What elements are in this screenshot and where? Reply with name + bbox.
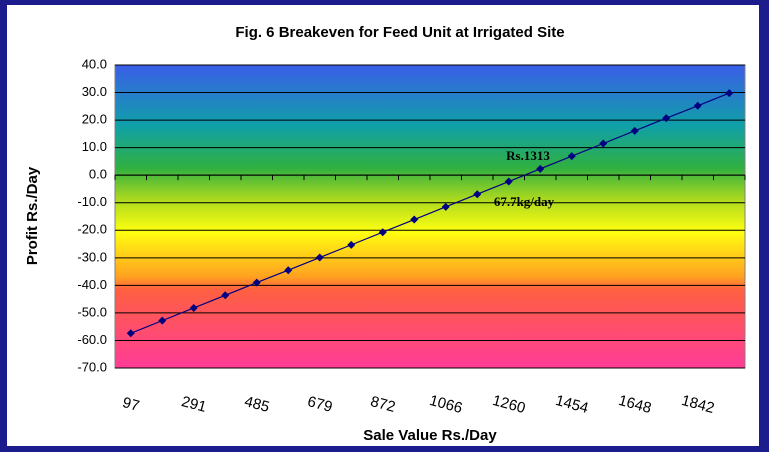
line [130, 92, 730, 334]
y-tick-label: 10.0 [82, 139, 107, 154]
marker [284, 266, 293, 275]
marker [221, 291, 230, 300]
y-tick-label: -20.0 [77, 222, 107, 237]
y-tick-label: 0.0 [89, 167, 107, 182]
y-tick-label: -40.0 [77, 277, 107, 292]
x-tick-label: 679 [306, 393, 335, 416]
y-tick-label: -60.0 [77, 332, 107, 347]
y-tick-label: 30.0 [82, 84, 107, 99]
marker [441, 202, 450, 211]
marker [347, 240, 356, 249]
marker [378, 228, 387, 237]
marker [630, 126, 639, 135]
plot-area [114, 64, 746, 369]
marker [725, 89, 734, 98]
marker [599, 139, 608, 148]
annotation: Rs.1313 [506, 148, 550, 163]
marker [410, 215, 419, 224]
marker [315, 253, 324, 262]
y-tick-label: -50.0 [77, 304, 107, 319]
x-tick-label: 291 [180, 393, 209, 416]
marker [126, 329, 135, 338]
marker [662, 114, 671, 123]
marker [693, 101, 702, 110]
x-axis-label: Sale Value Rs./Day [363, 427, 497, 444]
marker [567, 152, 576, 161]
marker [158, 316, 167, 325]
y-tick-label: -70.0 [77, 359, 107, 374]
marker [252, 278, 261, 287]
y-tick-label: -10.0 [77, 194, 107, 209]
marker [473, 190, 482, 199]
marker [189, 303, 198, 312]
marker [536, 164, 545, 173]
marker [504, 177, 513, 186]
x-tick-label: 97 [121, 394, 142, 415]
y-tick-label: -30.0 [77, 249, 107, 264]
y-tick-label: 20.0 [82, 112, 107, 127]
x-tick-label: 872 [369, 393, 398, 416]
y-axis-label: Profit Rs./Day [24, 166, 41, 265]
annotation: 67.7kg/day [494, 194, 555, 209]
y-tick-label: 40.0 [82, 56, 107, 71]
chart-title: Fig. 6 Breakeven for Feed Unit at Irriga… [235, 24, 564, 41]
x-tick-label: 485 [243, 393, 272, 416]
